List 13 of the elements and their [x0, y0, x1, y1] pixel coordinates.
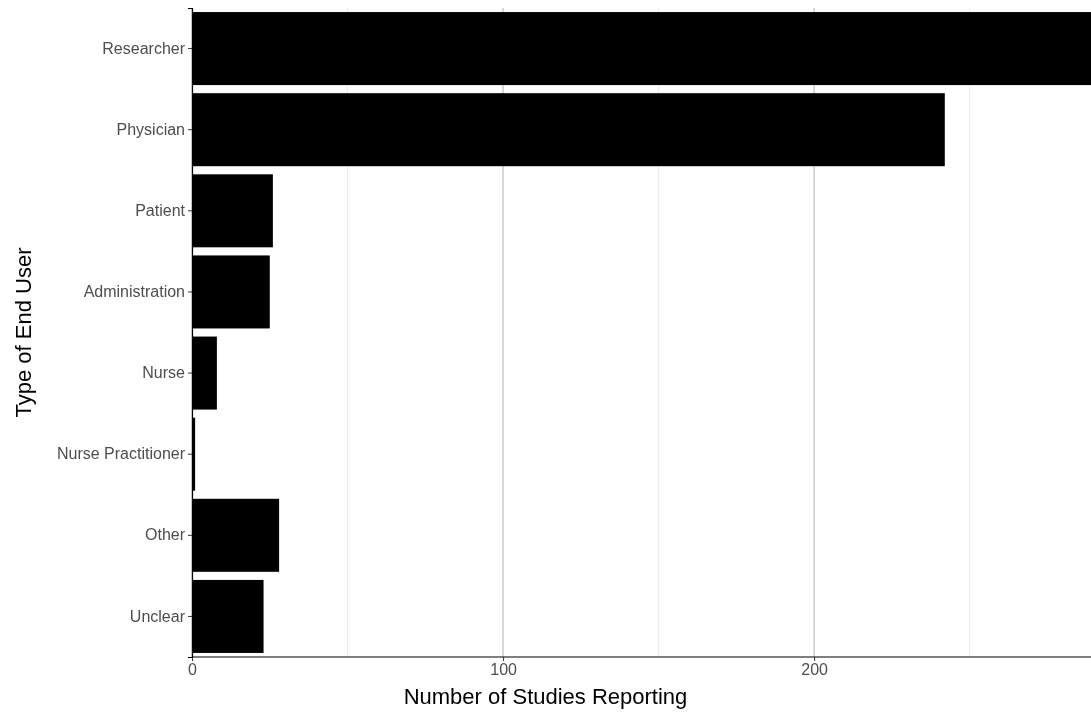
x-tick-label: 200 [801, 661, 829, 679]
y-axis-title: Type of End User [11, 247, 36, 418]
y-tick-label: Unclear [129, 607, 186, 625]
x-axis-title: Number of Studies Reporting [403, 684, 688, 709]
y-tick-label: Nurse Practitioner [56, 445, 186, 463]
x-tick-label: 0 [188, 661, 198, 679]
y-tick-label: Other [144, 526, 186, 544]
x-tick-label: 100 [490, 661, 518, 679]
y-tick-label: Nurse [142, 364, 186, 382]
y-tick-label: Patient [135, 201, 186, 219]
y-tick-label: Administration [83, 283, 185, 301]
y-tick-label: Researcher [102, 39, 186, 57]
y-tick-label: Physician [116, 120, 185, 138]
